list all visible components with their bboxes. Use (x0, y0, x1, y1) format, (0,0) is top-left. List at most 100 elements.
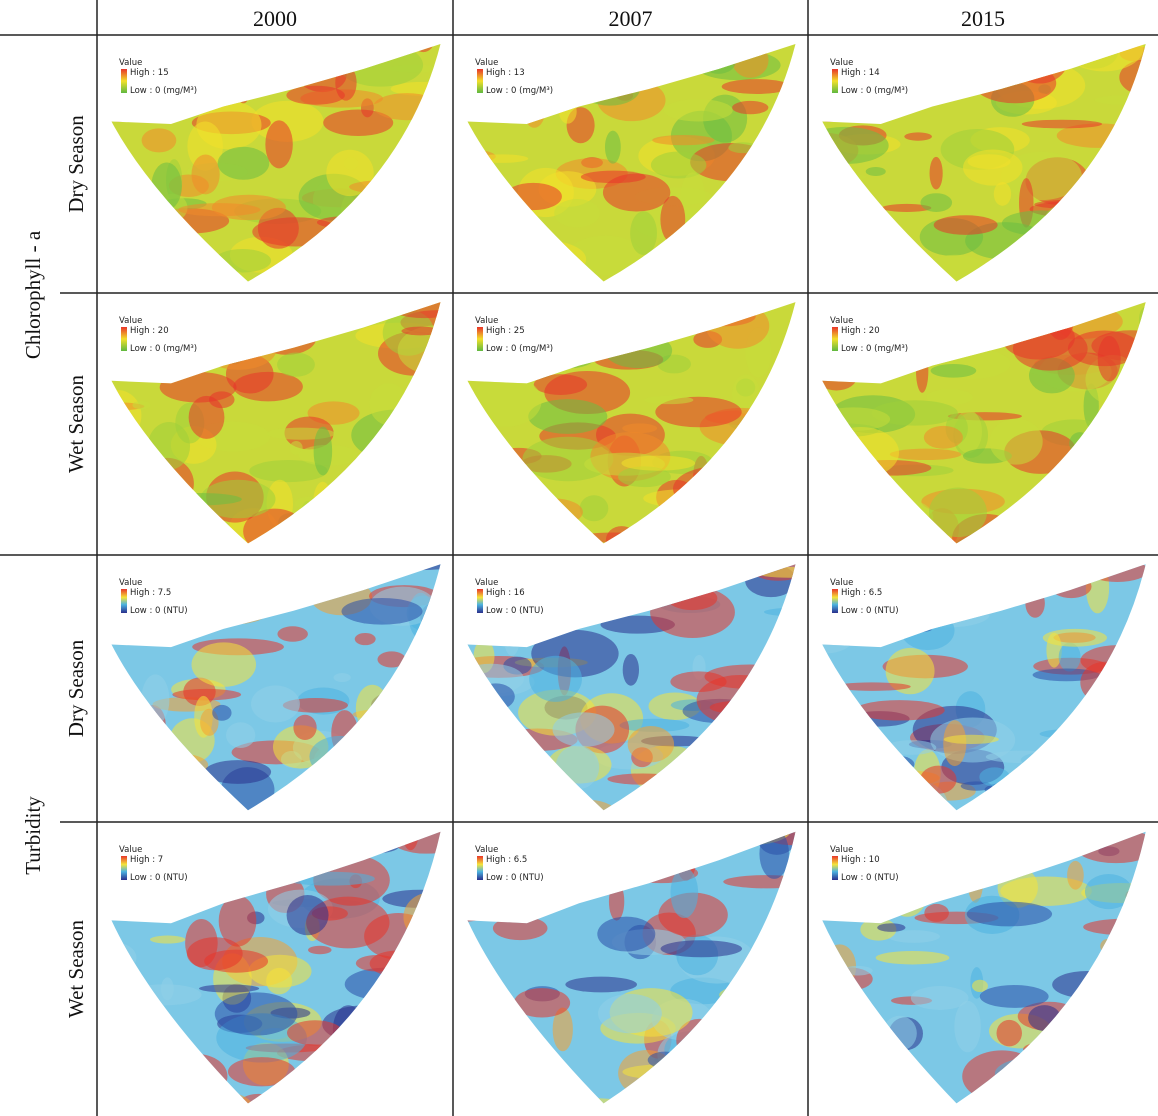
map-texture (612, 573, 687, 600)
map-texture (935, 831, 980, 836)
map-texture (684, 759, 711, 777)
map-texture (990, 566, 1034, 589)
legend-title: Value (830, 845, 853, 855)
map-texture (312, 481, 333, 529)
map-texture (880, 832, 945, 875)
legend-bar (477, 69, 483, 93)
legend-high: High : 20 (130, 326, 169, 336)
map-texture (1095, 199, 1146, 245)
map-texture (928, 302, 990, 343)
map-texture (715, 302, 736, 314)
map-texture (424, 656, 441, 702)
map-texture (554, 199, 600, 228)
map-texture (546, 1086, 562, 1104)
map-texture (1044, 202, 1097, 239)
map-texture (293, 714, 317, 741)
map-texture (132, 400, 151, 410)
map-texture (176, 1083, 220, 1093)
map-texture (622, 1064, 711, 1080)
row-label: Dry Season (64, 639, 88, 737)
legend-high: High : 20 (841, 326, 880, 336)
map-texture (371, 688, 441, 721)
legend-high: High : 16 (486, 588, 525, 598)
map-texture (1027, 279, 1056, 282)
map-texture (260, 274, 279, 282)
map-texture (111, 209, 140, 250)
map-texture (866, 44, 944, 63)
map-texture (647, 1051, 683, 1069)
map-texture (214, 249, 272, 273)
map-texture (294, 496, 324, 510)
map-texture (822, 436, 846, 474)
map-texture (653, 1055, 732, 1065)
legend-bar (477, 589, 483, 613)
map (111, 822, 441, 1104)
map-texture (587, 594, 612, 614)
map-texture (705, 302, 770, 349)
map-texture (395, 659, 441, 701)
map-texture (891, 501, 934, 535)
map-texture (473, 514, 551, 536)
map-texture (420, 598, 441, 635)
map-texture (917, 82, 932, 97)
map-texture (604, 332, 673, 369)
legend-title: Value (475, 578, 498, 588)
map-texture (467, 751, 513, 801)
legend-unit: (mg/M³) (519, 344, 553, 354)
map-texture (774, 655, 794, 667)
map-texture (401, 831, 420, 851)
map-texture (670, 867, 699, 919)
map-texture (622, 423, 658, 434)
map-texture (916, 254, 995, 282)
map-texture (1080, 455, 1110, 471)
legend-high: High : 13 (486, 68, 525, 78)
map-texture (225, 722, 256, 749)
map-texture (701, 48, 737, 74)
map-texture (341, 1060, 431, 1092)
map-texture (720, 223, 796, 265)
legend-title: Value (475, 58, 498, 68)
map-texture (875, 950, 950, 965)
map-texture (164, 267, 256, 282)
map-texture (328, 822, 417, 831)
legend-unit: (NTU) (163, 873, 187, 883)
map-texture (826, 499, 861, 544)
map-texture (316, 216, 377, 229)
map-texture (387, 219, 441, 247)
map-texture (753, 173, 796, 191)
map-texture (166, 1053, 228, 1099)
map-texture (1021, 119, 1103, 129)
map-texture (331, 710, 358, 757)
map-texture (900, 65, 981, 83)
map-texture (354, 632, 376, 646)
map-texture (680, 172, 706, 222)
map-texture (675, 242, 742, 281)
map-texture (657, 564, 737, 575)
map-texture (403, 892, 441, 942)
map-texture (369, 383, 408, 426)
legend-bar (832, 589, 838, 613)
map-texture (1123, 788, 1146, 811)
map-texture (186, 536, 215, 544)
map-texture (561, 800, 618, 811)
legend-title: Value (119, 845, 142, 855)
map-texture (822, 883, 882, 922)
map-texture (395, 811, 457, 822)
map-texture (1052, 971, 1123, 999)
legend-low-value: Low : 0 (486, 86, 516, 96)
map-texture (249, 459, 328, 483)
map-texture (484, 466, 540, 516)
map-texture (111, 697, 155, 726)
map-texture (732, 100, 769, 115)
map-texture (920, 193, 953, 213)
map-texture (1023, 1040, 1098, 1059)
map-texture (528, 399, 608, 434)
legend-title: Value (119, 316, 142, 326)
map-texture (598, 993, 662, 1034)
map-texture (558, 99, 577, 124)
map-texture (935, 46, 972, 71)
map-texture (323, 109, 394, 137)
map-texture (467, 239, 478, 259)
map-texture (326, 742, 395, 792)
map-texture (298, 839, 328, 865)
